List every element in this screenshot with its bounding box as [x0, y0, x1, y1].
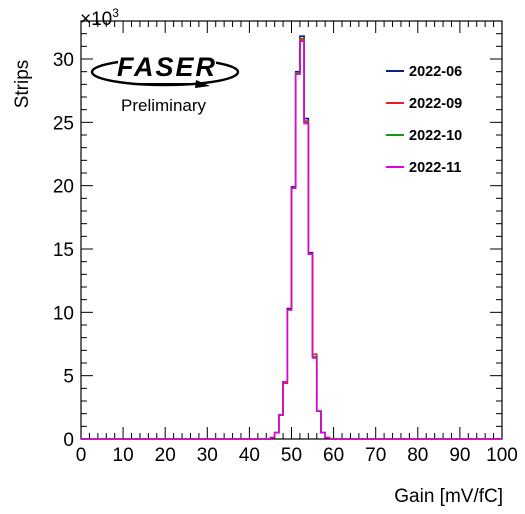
x-tick-label: 70: [365, 445, 386, 466]
faser-logo: FASER: [90, 52, 240, 88]
legend-label-2022-11: 2022-11: [409, 160, 461, 176]
x-tick-label: 0: [76, 445, 87, 466]
y-axis-title: Strips: [12, 60, 33, 109]
y-multiplier-base: ×10: [80, 9, 112, 30]
y-tick-label: 15: [53, 240, 74, 261]
legend-label-2022-09: 2022-09: [409, 96, 462, 112]
y-tick-label: 0: [63, 430, 74, 451]
x-tick-label: 80: [407, 445, 428, 466]
y-tick-label: 5: [63, 367, 74, 388]
preliminary-label: Preliminary: [121, 96, 207, 115]
x-tick-label: 10: [113, 445, 134, 466]
legend: 2022-06 2022-09 2022-10 2022-11: [386, 64, 462, 176]
x-axis-title: Gain [mV/fC]: [394, 486, 503, 507]
legend-label-2022-10: 2022-10: [409, 128, 462, 144]
axis-ticks: [80, 20, 503, 440]
x-tick-label: 40: [239, 445, 260, 466]
x-tick-label: 20: [155, 445, 176, 466]
x-tick-label: 30: [197, 445, 218, 466]
y-tick-label: 30: [53, 50, 74, 71]
legend-label-2022-06: 2022-06: [409, 64, 462, 80]
y-tick-label: 10: [53, 303, 74, 324]
y-multiplier-exponent: 3: [112, 6, 119, 20]
logo-arrow-head: [195, 80, 210, 88]
x-tick-label: 90: [449, 445, 470, 466]
tick-labels: 0 10 20 30 40 50 60 70 80 90 100 0 5 10 15 20 25 30: [53, 50, 518, 466]
series-2022-11: [81, 40, 502, 440]
x-tick-label: 50: [281, 445, 302, 466]
y-tick-label: 20: [53, 177, 74, 198]
series-layer: [81, 35, 502, 440]
logo-backing: [118, 55, 216, 79]
y-tick-label: 25: [53, 113, 74, 134]
x-tick-label: 100: [486, 445, 518, 466]
x-tick-label: 60: [323, 445, 344, 466]
logo-text: FASER: [117, 52, 217, 82]
y-multiplier: ×103: [80, 6, 119, 30]
